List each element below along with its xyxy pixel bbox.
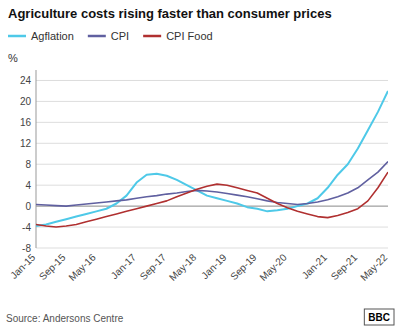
x-tick-label: May-18 <box>167 251 199 283</box>
grid-line <box>36 80 388 81</box>
x-tick-label: Jan-21 <box>300 251 330 281</box>
series-line <box>36 172 388 227</box>
x-tick-label: Sep-21 <box>329 251 360 282</box>
x-tick-label: Jan-15 <box>8 251 38 281</box>
grid-line <box>36 206 388 207</box>
y-tick-label: -4 <box>22 222 31 233</box>
legend-swatch <box>8 35 26 38</box>
x-tick-label: Sep-15 <box>37 251 68 282</box>
x-tick-label: Jan-17 <box>109 251 139 281</box>
legend: Agflation CPI CPI Food <box>8 30 213 42</box>
x-tick-label: May-22 <box>358 251 390 283</box>
legend-swatch <box>88 35 106 38</box>
plot-area <box>36 91 388 227</box>
title: Agriculture costs rising faster than con… <box>8 6 332 21</box>
series-line <box>36 162 388 207</box>
legend-label: CPI <box>111 30 129 42</box>
chart: Agriculture costs rising faster than con… <box>0 0 400 330</box>
legend-label: CPI Food <box>166 30 212 42</box>
x-tick-label: Jan-19 <box>199 251 229 281</box>
x-tick-label: Sep-19 <box>228 251 259 282</box>
y-tick-label: 20 <box>20 96 32 107</box>
logo: BBC <box>368 312 390 323</box>
grid-line <box>36 227 388 228</box>
grid-line <box>36 122 388 123</box>
y-axis-line <box>36 70 37 248</box>
grid <box>36 80 388 248</box>
grid-line <box>36 164 388 165</box>
series-line <box>36 91 388 226</box>
legend-swatch <box>143 35 161 38</box>
y-tick-label: 16 <box>20 117 32 128</box>
source: Source: Andersons Centre <box>6 313 124 324</box>
y-tick-label: 8 <box>25 159 31 170</box>
legend-label: Agflation <box>31 30 74 42</box>
x-tick-label: Sep-17 <box>138 251 169 282</box>
grid-line <box>36 101 388 102</box>
y-axis-label: % <box>8 52 18 64</box>
x-tick-label: May-20 <box>257 251 289 283</box>
grid-line <box>36 143 388 144</box>
grid-line <box>36 248 388 249</box>
x-tick-label: May-16 <box>66 251 98 283</box>
y-tick-label: 24 <box>20 75 32 86</box>
y-tick-label: 4 <box>25 180 31 191</box>
y-tick-label: 0 <box>25 201 31 212</box>
y-tick-label: 12 <box>20 138 32 149</box>
logo-box <box>364 309 394 325</box>
